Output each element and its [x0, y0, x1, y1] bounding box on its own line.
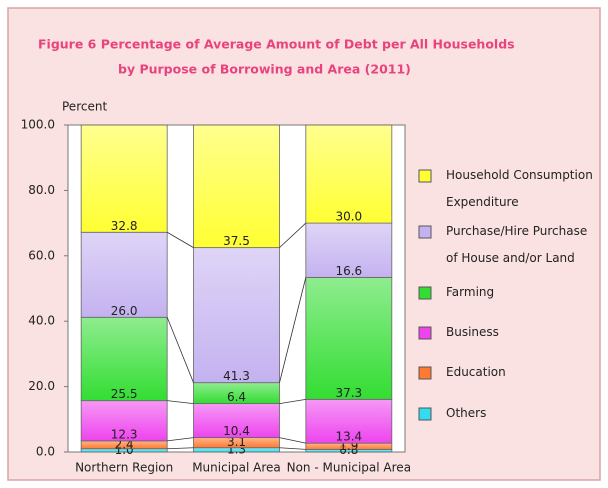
legend-swatch	[418, 225, 432, 239]
connector	[166, 231, 194, 248]
bar-segment	[80, 124, 168, 233]
value-label: 37.5	[223, 234, 250, 248]
bar-segment	[80, 231, 168, 318]
y-tick-label: 20.0	[28, 379, 55, 393]
value-label: 16.6	[335, 264, 362, 278]
bar-segment	[193, 403, 280, 439]
bar-segment	[193, 124, 280, 249]
value-label: 37.3	[335, 386, 362, 400]
x-tick-label: Non - Municipal Area	[287, 461, 411, 475]
y-tick-label: 40.0	[28, 314, 55, 328]
bar-segment	[305, 124, 393, 224]
legend-swatch	[418, 326, 432, 340]
legend-swatch	[418, 407, 432, 421]
bar-segment	[80, 400, 168, 442]
legend-label: Purchase/Hire Purchase of House and/or L…	[446, 224, 588, 265]
x-tick-label: Northern Region	[75, 461, 173, 475]
value-label: 10.4	[223, 424, 250, 438]
value-label: 6.4	[227, 390, 246, 404]
y-tick-label: 0.0	[36, 445, 55, 459]
value-label: 26.0	[111, 304, 138, 318]
bar-segment	[305, 222, 393, 278]
legend-label: Farming	[446, 285, 495, 299]
connector	[167, 447, 194, 450]
value-label: 41.3	[223, 369, 250, 383]
value-label: 32.8	[111, 219, 138, 233]
chart-title: by Purpose of Borrowing and Area (2011)	[118, 62, 411, 77]
legend-label: Education	[446, 365, 506, 379]
connector	[279, 277, 307, 383]
y-tick-label: 100.0	[21, 118, 55, 132]
legend-label: Others	[446, 406, 487, 420]
connector	[279, 447, 306, 450]
y-tick-label: 60.0	[28, 248, 55, 262]
connector	[167, 400, 194, 405]
connector	[279, 437, 306, 444]
x-tick-label: Municipal Area	[192, 461, 281, 475]
chart-title: Figure 6 Percentage of Average Amount of…	[38, 37, 515, 52]
legend-swatch	[418, 286, 432, 300]
connector	[279, 222, 307, 248]
legend-label: Household Consumption Expenditure	[446, 168, 593, 209]
legend-swatch	[418, 366, 432, 380]
y-axis-label: Percent	[62, 100, 107, 114]
legend-swatch	[418, 169, 432, 183]
bar-segment	[193, 247, 280, 384]
value-label: 13.4	[335, 430, 362, 444]
value-label: 30.0	[335, 210, 362, 224]
value-label: 25.5	[111, 387, 138, 401]
y-tick-label: 80.0	[28, 183, 55, 197]
connector	[167, 437, 194, 442]
connector	[279, 398, 306, 404]
connector	[166, 317, 194, 383]
legend-label: Business	[446, 325, 499, 339]
value-label: 12.3	[111, 427, 138, 441]
value-label: 3.1	[227, 435, 246, 449]
bar-segment	[305, 398, 393, 444]
bar-segment	[305, 276, 393, 400]
bar-segment	[80, 316, 168, 402]
